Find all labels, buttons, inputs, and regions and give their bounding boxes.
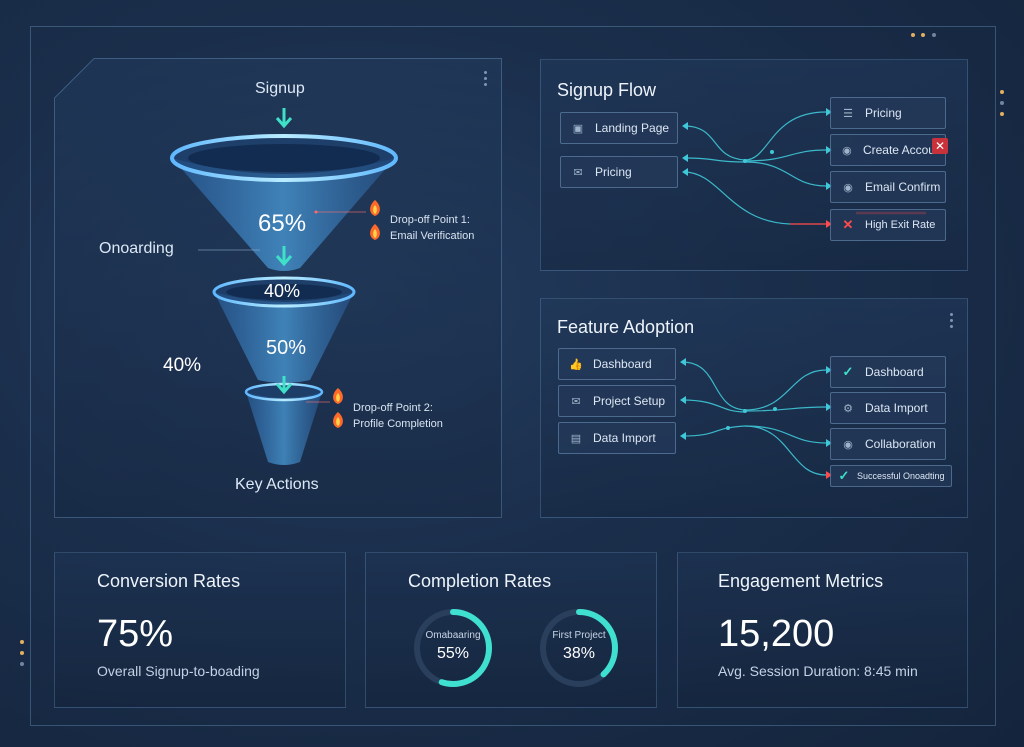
conversion-rate-caption: Overall Signup-to-boading: [97, 663, 260, 679]
signup-flow-title: Signup Flow: [557, 80, 657, 100]
node-label: Email Confirm: [865, 180, 941, 194]
drop-off-2-detail: Profile Completion: [353, 418, 443, 430]
frame-dot: [1000, 90, 1004, 94]
close-icon[interactable]: ✕: [932, 138, 948, 154]
frame-dot: [20, 640, 24, 644]
check-icon: ✓: [842, 364, 854, 379]
node-label: Pricing: [865, 106, 902, 120]
node-label: Pricing: [595, 165, 632, 179]
funnel-pct-side: 40%: [163, 355, 202, 376]
funnel-stage-key-actions: Key Actions: [235, 476, 319, 493]
ring-onboarding: Omabaaring 55%: [413, 630, 493, 663]
signup-target-email-confirm[interactable]: ◉ Email Confirm: [830, 171, 946, 203]
adoption-target-dashboard[interactable]: ✓ Dashboard: [830, 356, 946, 388]
adoption-source-data-import[interactable]: ▤ Data Import: [558, 422, 676, 454]
location-pin-icon: ◉: [842, 144, 852, 157]
drop-off-point-2: Drop-off Point 2: Profile Completion: [353, 400, 443, 432]
engagement-metrics-title: Engagement Metrics: [718, 571, 884, 591]
node-label: Landing Page: [595, 121, 670, 135]
frame-dot: [20, 651, 24, 655]
check-icon: ✓: [838, 468, 850, 483]
node-label: Data Import: [865, 401, 928, 415]
location-pin-icon: ◉: [843, 181, 853, 194]
engagement-value: 15,200: [718, 613, 835, 655]
signup-target-high-exit-rate[interactable]: ✕ High Exit Rate: [830, 209, 946, 241]
ring-first-project: First Project 38%: [539, 630, 619, 663]
frame-dot: [1000, 101, 1004, 105]
conversion-rates-card: Conversion Rates 75% Overall Signup-to-b…: [54, 552, 346, 708]
document-icon: ▣: [572, 122, 584, 135]
node-label: Project Setup: [593, 394, 666, 408]
completion-rates-title: Completion Rates: [408, 571, 552, 591]
funnel-pct-lower: 50%: [266, 337, 307, 359]
ring-onboarding-value: 55%: [436, 645, 470, 662]
node-label: Dashboard: [593, 357, 652, 371]
drop-off-point-1: Drop-off Point 1: Email Verification: [390, 212, 474, 244]
engagement-metrics-card: Engagement Metrics 15,200 Avg. Session D…: [677, 552, 968, 708]
frame-dot: [932, 33, 936, 37]
signup-source-landing-page[interactable]: ▣ Landing Page: [560, 112, 678, 144]
location-pin-icon: ◉: [843, 438, 853, 451]
mail-icon: ✉: [573, 166, 583, 179]
drop-off-1-detail: Email Verification: [390, 230, 475, 242]
feature-adoption-title: Feature Adoption: [557, 317, 695, 337]
funnel-stage-onboarding: Onoarding: [99, 240, 174, 257]
ring-onboarding-label: Omabaaring: [425, 630, 481, 641]
frame-dot: [20, 662, 24, 666]
list-icon: ☰: [843, 107, 853, 120]
signup-source-pricing[interactable]: ✉ Pricing: [560, 156, 678, 188]
adoption-target-successful-onboarding[interactable]: ✓ Successful Onoadting: [830, 465, 952, 487]
node-label: Create Account: [862, 143, 945, 157]
ring-first-project-value: 38%: [562, 645, 596, 662]
drop-off-1-title: Drop-off Point 1:: [390, 214, 470, 226]
node-label: Successful Onoadting: [857, 471, 945, 481]
signup-target-pricing[interactable]: ☰ Pricing: [830, 97, 946, 129]
node-label: Data Import: [593, 431, 656, 445]
node-label: Collaboration: [865, 437, 936, 451]
node-label: High Exit Rate: [865, 219, 936, 231]
funnel-pct-mid: 40%: [264, 281, 301, 301]
thumbs-up-icon: 👍: [569, 358, 583, 371]
signup-target-create-account[interactable]: ◉ Create Account: [830, 134, 946, 166]
funnel-menu-icon[interactable]: [484, 68, 488, 89]
folder-icon: ▤: [570, 432, 582, 445]
adoption-source-dashboard[interactable]: 👍 Dashboard: [558, 348, 676, 380]
adoption-target-data-import[interactable]: ⚙ Data Import: [830, 392, 946, 424]
adoption-source-project-setup[interactable]: ✉ Project Setup: [558, 385, 676, 417]
ring-first-project-label: First Project: [552, 630, 606, 641]
conversion-rate-value: 75%: [97, 613, 174, 655]
frame-dot: [921, 33, 925, 37]
funnel-pct-main: 65%: [258, 210, 307, 237]
gear-icon: ⚙: [843, 402, 853, 415]
frame-dot: [911, 33, 915, 37]
adoption-menu-icon[interactable]: [950, 310, 954, 331]
frame-dot: [1000, 112, 1004, 116]
cross-icon: ✕: [842, 217, 854, 232]
drop-off-2-title: Drop-off Point 2:: [353, 402, 433, 414]
engagement-caption: Avg. Session Duration: 8:45 min: [718, 663, 918, 679]
funnel-stage-signup: Signup: [255, 80, 305, 97]
mail-icon: ✉: [571, 395, 581, 408]
adoption-target-collaboration[interactable]: ◉ Collaboration: [830, 428, 946, 460]
conversion-rates-title: Conversion Rates: [97, 571, 241, 591]
node-label: Dashboard: [865, 365, 924, 379]
